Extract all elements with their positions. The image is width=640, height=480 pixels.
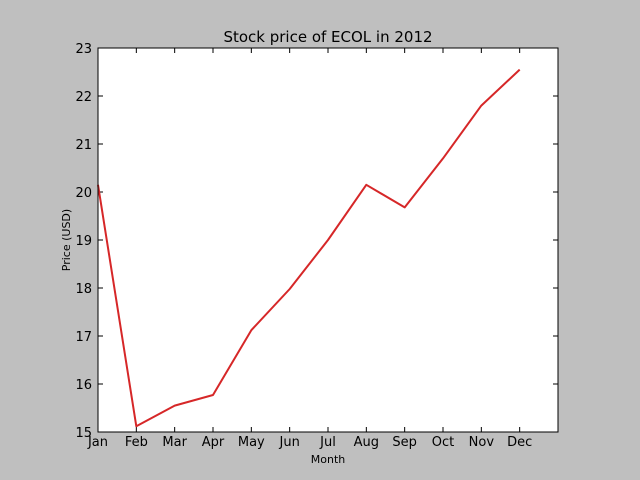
axis-tick-labels: Jan Feb Mar Apr May Jun Jul Aug Sep Oct Nov Dec 15 16… <box>75 42 532 450</box>
x-tick-label: May <box>238 435 265 450</box>
y-tick-label: 19 <box>75 234 92 249</box>
x-tick-label: Dec <box>507 435 532 450</box>
y-tick-label: 18 <box>75 282 92 297</box>
y-tick-label: 21 <box>75 138 92 153</box>
x-tick-label: Jun <box>279 435 300 450</box>
x-tick-label: Jan <box>87 435 108 450</box>
x-tick-label: Oct <box>432 435 454 450</box>
series-layer <box>97 68 521 428</box>
x-tick-label: Sep <box>392 435 417 450</box>
x-tick-label: Apr <box>202 435 225 450</box>
x-tick-label: Aug <box>354 435 379 450</box>
series-line-0 <box>97 68 521 428</box>
y-tick-label: 16 <box>75 378 92 393</box>
x-axis-title: Month <box>311 453 346 466</box>
y-tick-label: 15 <box>75 426 92 441</box>
axis-ticks <box>97 47 558 433</box>
x-tick-label: Feb <box>125 435 148 450</box>
chart-title: Stock price of ECOL in 2012 <box>223 28 432 46</box>
x-tick-label: Jul <box>319 435 336 450</box>
y-tick-label: 23 <box>75 42 92 57</box>
x-tick-label: Nov <box>469 435 495 450</box>
x-tick-label: Mar <box>162 435 187 450</box>
y-tick-label: 20 <box>75 186 92 201</box>
y-tick-label: 17 <box>75 330 92 345</box>
plot-frame <box>97 47 559 433</box>
y-tick-label: 22 <box>75 90 92 105</box>
y-axis-title: Price (USD) <box>60 209 73 271</box>
